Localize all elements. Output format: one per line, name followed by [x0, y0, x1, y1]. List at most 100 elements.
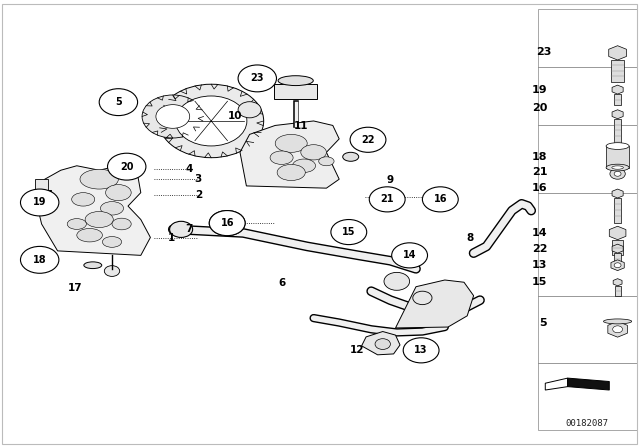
Text: 11: 11 [294, 121, 308, 131]
Ellipse shape [292, 159, 316, 172]
Bar [274, 84, 317, 99]
Text: 18: 18 [532, 152, 547, 162]
Circle shape [209, 211, 245, 236]
Circle shape [175, 96, 247, 146]
Text: 23: 23 [250, 73, 264, 83]
Ellipse shape [77, 228, 102, 242]
Bar [606, 146, 629, 168]
Text: 12: 12 [350, 345, 364, 355]
Circle shape [384, 272, 410, 290]
Text: 2: 2 [195, 190, 202, 200]
Bar [614, 253, 621, 266]
Text: 22: 22 [361, 135, 375, 145]
Circle shape [156, 105, 189, 128]
Circle shape [20, 189, 59, 216]
Text: 14: 14 [532, 228, 547, 238]
Text: 9: 9 [387, 175, 394, 185]
Text: 16: 16 [220, 218, 234, 228]
Ellipse shape [102, 237, 122, 247]
Polygon shape [240, 121, 339, 188]
Polygon shape [396, 280, 474, 328]
Circle shape [142, 95, 204, 138]
Bar [614, 286, 621, 296]
Text: 14: 14 [403, 250, 417, 260]
Circle shape [20, 246, 59, 273]
Polygon shape [611, 260, 624, 271]
Text: 3: 3 [195, 174, 202, 184]
Circle shape [238, 65, 276, 92]
Polygon shape [612, 244, 623, 253]
Polygon shape [613, 279, 622, 286]
Circle shape [108, 153, 146, 180]
Text: 20: 20 [120, 162, 134, 172]
Bar [35, 179, 48, 193]
Text: 8: 8 [467, 233, 474, 243]
Ellipse shape [343, 152, 359, 161]
Bar [538, 9, 637, 430]
Circle shape [610, 168, 625, 179]
Ellipse shape [606, 142, 629, 150]
Polygon shape [545, 378, 568, 390]
Ellipse shape [84, 262, 102, 269]
Text: 16: 16 [433, 194, 447, 204]
Text: 21: 21 [380, 194, 394, 204]
Bar [614, 198, 621, 223]
Circle shape [375, 339, 390, 349]
Ellipse shape [106, 185, 131, 201]
Text: 19: 19 [33, 198, 47, 207]
Circle shape [614, 172, 621, 176]
Text: 19: 19 [532, 85, 547, 95]
Text: 7: 7 [185, 224, 193, 234]
Text: 4: 4 [185, 164, 193, 174]
Ellipse shape [319, 157, 334, 166]
Ellipse shape [80, 169, 118, 189]
Text: 13: 13 [532, 260, 547, 270]
Text: 21: 21 [532, 168, 547, 177]
Bar [612, 240, 623, 255]
Ellipse shape [270, 151, 293, 164]
Polygon shape [35, 166, 150, 255]
Bar [0, 0, 534, 448]
Ellipse shape [72, 193, 95, 206]
Bar [614, 119, 621, 148]
Text: 5: 5 [540, 319, 547, 328]
Ellipse shape [85, 211, 113, 228]
Text: 18: 18 [33, 255, 47, 265]
Ellipse shape [100, 202, 124, 215]
Ellipse shape [301, 145, 326, 160]
Text: 22: 22 [532, 244, 547, 254]
Circle shape [369, 187, 405, 212]
Polygon shape [609, 46, 627, 60]
Text: 5: 5 [115, 97, 122, 107]
Text: 16: 16 [532, 183, 547, 193]
Text: 16: 16 [220, 218, 234, 228]
Text: 6: 6 [278, 278, 285, 288]
Circle shape [392, 243, 428, 268]
Polygon shape [609, 226, 626, 240]
Bar [614, 94, 621, 105]
Bar [35, 190, 51, 211]
Polygon shape [612, 85, 623, 94]
Polygon shape [612, 189, 623, 198]
Text: 15: 15 [532, 277, 547, 287]
Ellipse shape [606, 164, 629, 171]
Circle shape [403, 338, 439, 363]
Ellipse shape [112, 218, 131, 230]
Circle shape [99, 89, 138, 116]
Polygon shape [612, 110, 623, 119]
Circle shape [238, 102, 261, 118]
Ellipse shape [277, 164, 305, 181]
Circle shape [209, 211, 245, 236]
Ellipse shape [278, 76, 314, 86]
Polygon shape [362, 332, 400, 355]
Circle shape [170, 221, 193, 237]
Ellipse shape [612, 166, 623, 169]
Text: 1: 1 [168, 233, 175, 243]
Bar [611, 60, 624, 82]
Text: 13: 13 [414, 345, 428, 355]
Circle shape [422, 187, 458, 212]
Circle shape [350, 127, 386, 152]
Text: 20: 20 [532, 103, 547, 112]
Text: 00182087: 00182087 [566, 419, 609, 428]
Circle shape [331, 220, 367, 245]
